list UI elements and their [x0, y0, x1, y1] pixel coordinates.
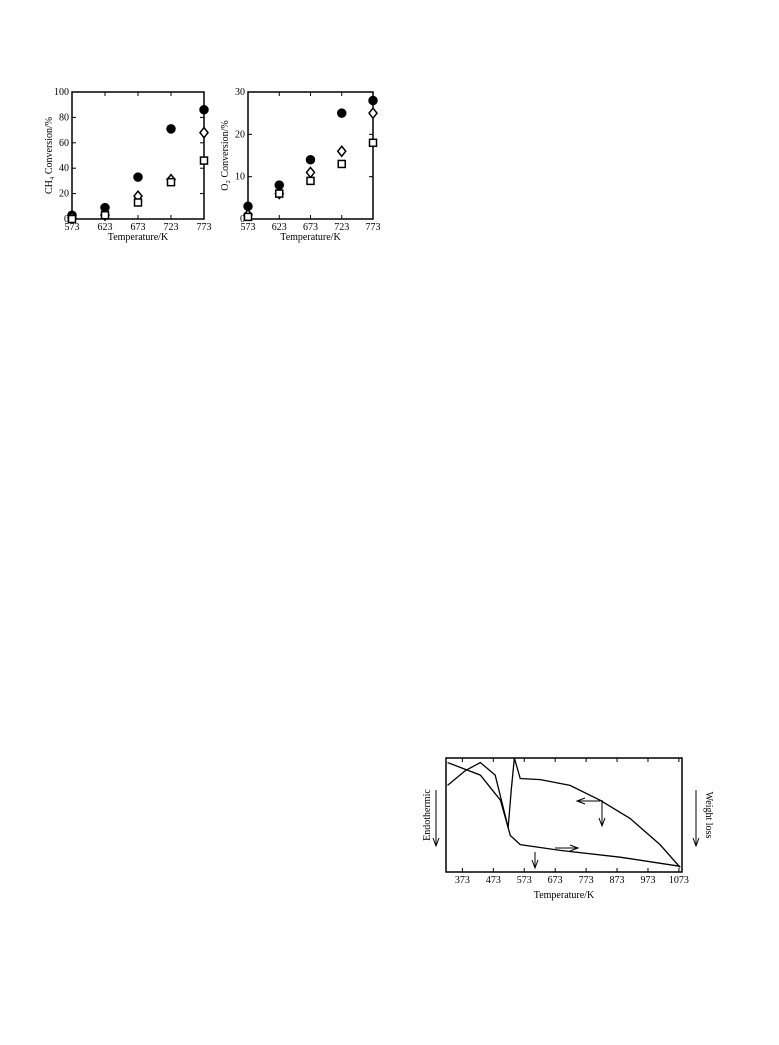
y-axis-label: CH₄ Conversion/% — [44, 117, 55, 194]
x-tick-label: 973 — [640, 875, 655, 886]
y-tick-label: 100 — [54, 87, 69, 98]
x-tick-label: 723 — [334, 222, 349, 233]
x-tick-label: 873 — [610, 875, 625, 886]
data-point — [275, 189, 284, 198]
x-tick-label: 773 — [579, 875, 594, 886]
annotation-arrows — [432, 790, 700, 870]
plot-frame — [445, 757, 683, 873]
data-point — [67, 214, 77, 224]
data-point — [336, 145, 347, 158]
x-axis-label: Temperature/K — [534, 890, 595, 901]
x-tick-label: 773 — [366, 222, 381, 233]
y-tick-label: 80 — [59, 112, 69, 123]
x-axis-label: Temperature/K — [280, 232, 341, 243]
data-point — [100, 210, 110, 220]
x-tick-label: 473 — [486, 875, 501, 886]
data-point — [199, 156, 209, 165]
data-point — [133, 198, 143, 207]
data-point — [243, 212, 253, 222]
y-axis-label: O₂ Conversion/% — [220, 120, 231, 190]
x-tick-label: 573 — [65, 222, 80, 233]
data-point — [166, 177, 176, 187]
data-point — [305, 154, 316, 165]
data-line — [447, 761, 681, 867]
data-point — [368, 138, 378, 148]
x-tick-label: 623 — [272, 222, 287, 233]
data-point — [199, 126, 209, 139]
data-point — [306, 176, 315, 186]
data-point — [337, 159, 346, 169]
y-tick-label: 20 — [59, 189, 69, 200]
data-point — [133, 172, 143, 182]
y-tick-label: 60 — [59, 138, 69, 149]
x-tick-label: 573 — [241, 222, 256, 233]
y-tick-label: 20 — [235, 129, 245, 140]
data-point — [166, 124, 176, 134]
x-tick-label: 673 — [548, 875, 563, 886]
x-tick-label: 673 — [303, 222, 318, 233]
data-point — [199, 105, 209, 115]
left-label: Endothermic — [422, 789, 433, 841]
y-tick-label: 10 — [235, 172, 245, 183]
x-tick-label: 623 — [98, 222, 113, 233]
x-tick-label: 1073 — [669, 875, 689, 886]
x-tick-label: 773 — [197, 222, 212, 233]
data-point — [368, 95, 378, 106]
x-axis-label: Temperature/K — [108, 232, 169, 243]
data-point — [337, 108, 347, 118]
data-line — [447, 757, 681, 868]
data-point — [368, 106, 378, 120]
x-tick-label: 573 — [517, 875, 532, 886]
right-label: Weight loss — [703, 792, 714, 839]
y-tick-label: 40 — [59, 163, 69, 174]
y-tick-label: 30 — [235, 87, 245, 98]
x-tick-label: 673 — [131, 222, 146, 233]
x-tick-label: 723 — [164, 222, 179, 233]
y-tick-label: 0 — [64, 214, 69, 225]
y-tick-label: 0 — [240, 214, 245, 225]
x-tick-label: 373 — [455, 875, 470, 886]
